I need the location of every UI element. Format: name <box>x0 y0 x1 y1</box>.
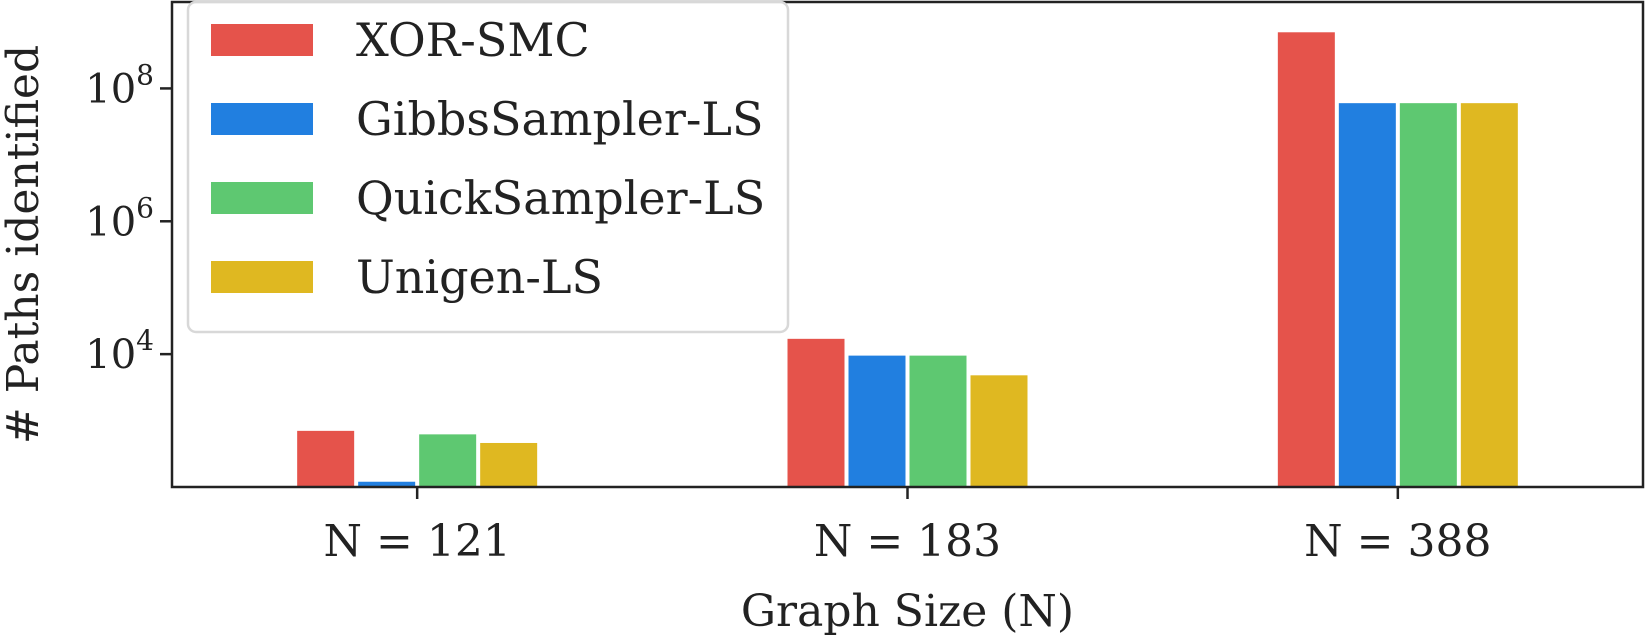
bar <box>480 442 538 487</box>
x-tick-label: N = 388 <box>1304 516 1491 567</box>
bar <box>1338 103 1396 488</box>
legend-label: Unigen-LS <box>356 250 603 304</box>
x-axis-label: Graph Size (N) <box>741 586 1074 637</box>
bar <box>909 355 967 487</box>
legend-label: XOR-SMC <box>356 13 590 67</box>
x-axis-ticks: N = 121 N = 183 N = 388 <box>324 487 1491 567</box>
legend-swatch <box>211 103 313 135</box>
bars-group <box>297 32 1518 488</box>
legend-swatch <box>211 24 313 56</box>
bar <box>297 430 355 487</box>
bar <box>419 434 477 487</box>
legend-label: QuickSampler-LS <box>356 171 765 225</box>
x-tick-label: N = 121 <box>324 516 511 567</box>
bar <box>787 338 845 487</box>
legend: XOR-SMC GibbsSampler-LS QuickSampler-LS Uni… <box>186 0 790 334</box>
bar <box>1399 103 1457 488</box>
legend-swatch <box>211 182 313 214</box>
bar <box>1277 32 1335 487</box>
y-axis-ticks: 104 106 108 <box>85 58 172 378</box>
bar <box>848 355 906 487</box>
bar <box>1460 103 1518 488</box>
y-tick-label: 108 <box>85 58 154 112</box>
y-axis-label: # Paths identified <box>0 45 49 444</box>
x-tick-label: N = 183 <box>814 516 1001 567</box>
legend-box <box>186 0 790 334</box>
legend-swatch <box>211 261 313 293</box>
y-tick-label: 104 <box>85 324 154 378</box>
bar <box>970 375 1028 487</box>
legend-label: GibbsSampler-LS <box>356 92 764 146</box>
bar <box>358 481 416 487</box>
y-tick-label: 106 <box>85 191 154 245</box>
